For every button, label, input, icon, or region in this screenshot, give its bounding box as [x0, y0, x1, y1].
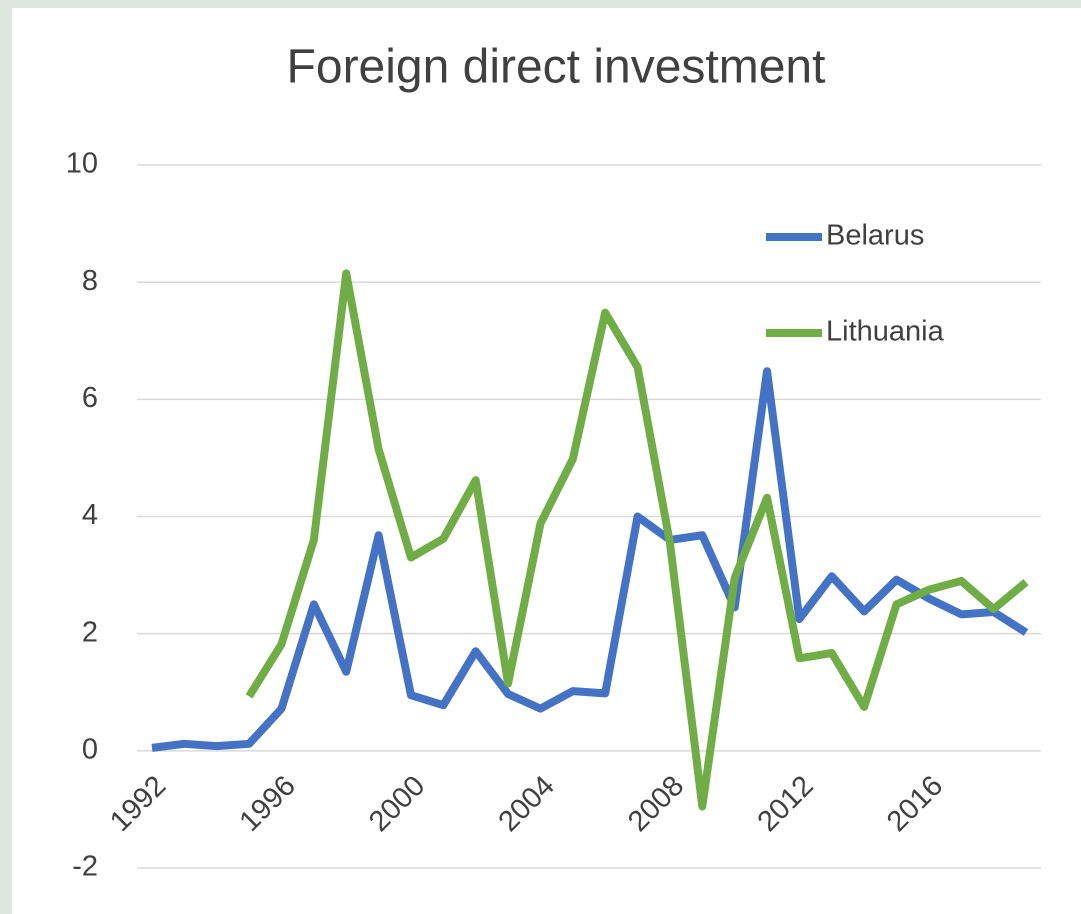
chart-title: Foreign direct investment — [287, 41, 826, 94]
y-tick-label: 6 — [82, 382, 98, 414]
y-tick-label: 2 — [82, 616, 98, 648]
series-line — [151, 367, 1029, 752]
y-tick-label: -2 — [72, 851, 98, 883]
chart-area — [12, 8, 1081, 914]
legend-label: Belarus — [826, 220, 924, 252]
legend-label: Lithuania — [826, 316, 945, 348]
y-tick-label: 4 — [82, 499, 98, 531]
series-line — [245, 269, 1029, 811]
y-tick-label: 0 — [82, 733, 98, 765]
y-tick-label: 10 — [66, 148, 98, 180]
y-tick-label: 8 — [82, 265, 98, 297]
